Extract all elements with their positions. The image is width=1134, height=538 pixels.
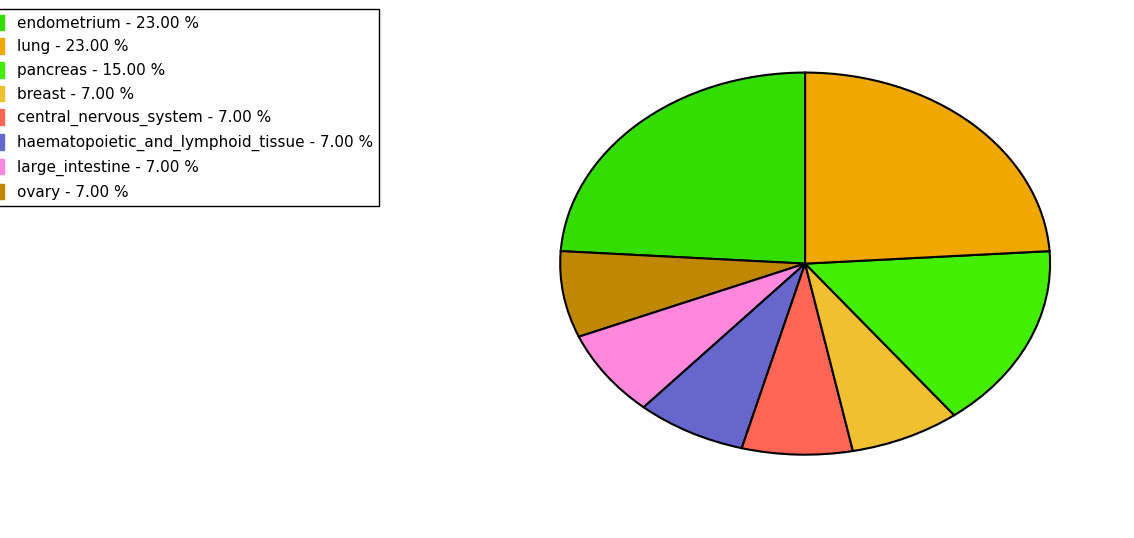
Wedge shape xyxy=(560,251,805,337)
Legend: endometrium - 23.00 %, lung - 23.00 %, pancreas - 15.00 %, breast - 7.00 %, cent: endometrium - 23.00 %, lung - 23.00 %, p… xyxy=(0,9,379,206)
Wedge shape xyxy=(805,251,1050,415)
Wedge shape xyxy=(644,264,805,448)
Wedge shape xyxy=(560,73,805,264)
Wedge shape xyxy=(805,264,954,451)
Wedge shape xyxy=(805,73,1050,264)
Wedge shape xyxy=(578,264,805,407)
Wedge shape xyxy=(742,264,853,455)
